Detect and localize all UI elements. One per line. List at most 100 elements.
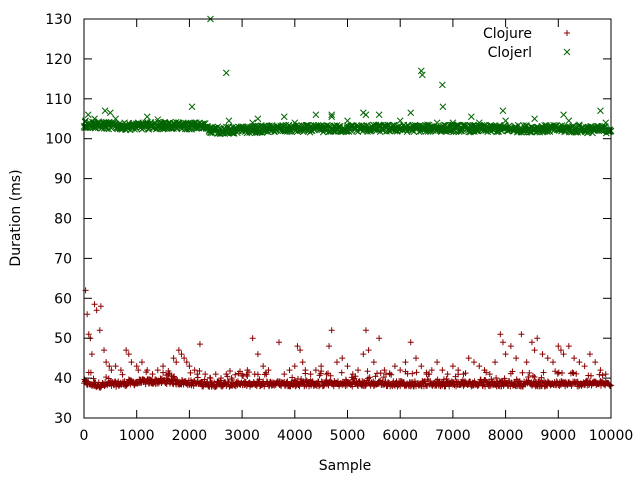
data-point-clojure — [376, 335, 383, 342]
data-point-clojure — [218, 375, 225, 382]
data-point-clojure — [135, 367, 142, 374]
data-point-clojure — [380, 374, 387, 381]
x-tick-label: 4000 — [277, 428, 313, 444]
data-point-clojure — [361, 383, 368, 390]
data-point-clojure — [544, 355, 551, 362]
data-point-clojure — [93, 307, 100, 314]
data-point-clojure — [175, 347, 182, 354]
data-point-clojure — [339, 355, 346, 362]
data-point-clojure — [302, 367, 309, 374]
data-point-clojure — [507, 343, 514, 350]
data-point-clojure — [349, 371, 356, 378]
data-point-clojure — [596, 371, 603, 378]
data-point-clojerl — [433, 119, 441, 127]
data-point-clojure — [112, 363, 119, 370]
data-point-clojure — [263, 371, 270, 378]
data-point-clojerl — [418, 71, 426, 79]
data-point-clojure — [555, 343, 562, 350]
data-point-clojure — [554, 379, 561, 386]
data-point-clojure — [391, 363, 398, 370]
data-point-clojure — [493, 375, 500, 382]
data-point-clojure — [289, 374, 296, 381]
x-tick-label: 2000 — [172, 428, 208, 444]
data-point-clojure — [186, 363, 193, 370]
data-point-clojure — [103, 359, 110, 366]
y-tick-label: 40 — [54, 371, 72, 387]
data-point-clojerl — [597, 107, 604, 115]
data-point-clojure — [602, 371, 609, 378]
data-point-clojure — [570, 370, 577, 377]
data-point-clojure — [518, 331, 525, 338]
data-point-clojerl — [112, 115, 119, 123]
data-point-clojure — [397, 367, 404, 374]
data-point-clojure — [323, 371, 330, 378]
data-point-clojure — [325, 382, 332, 389]
data-point-clojerl — [565, 117, 573, 125]
data-point-clojure — [138, 359, 145, 366]
data-point-clojure — [244, 367, 251, 374]
data-point-clojure — [581, 363, 588, 370]
data-point-clojure — [299, 359, 306, 366]
legend-marker-clojure — [564, 30, 570, 36]
data-point-clojure — [196, 367, 203, 374]
data-point-clojure — [225, 379, 232, 386]
data-point-clojure — [84, 311, 91, 318]
data-point-clojerl — [439, 103, 447, 111]
data-point-clojure — [281, 371, 288, 378]
data-point-clojure — [327, 372, 334, 379]
data-point-clojure — [119, 371, 126, 378]
data-point-clojure — [507, 383, 514, 390]
data-point-clojure — [519, 369, 526, 376]
data-point-clojure — [587, 372, 594, 379]
data-point-clojerl — [571, 124, 578, 131]
data-point-clojure — [525, 374, 532, 381]
data-point-clojure — [576, 359, 583, 366]
data-point-clojure — [95, 379, 102, 386]
data-point-clojure — [344, 363, 351, 370]
data-point-clojure — [320, 383, 327, 390]
data-point-clojure — [364, 368, 371, 375]
ticks-layer: 0 1000 2000 3000 4000 5000 6000 7000 8000 9000 100… — [45, 12, 633, 444]
y-tick-label: 30 — [54, 411, 72, 427]
data-point-clojure — [291, 363, 298, 370]
data-point-clojure — [170, 355, 177, 362]
data-point-clojure — [362, 327, 369, 334]
data-point-clojure — [499, 339, 506, 346]
data-point-clojerl — [249, 119, 256, 127]
data-point-clojerl — [576, 121, 583, 129]
data-point-clojerl — [188, 103, 196, 111]
data-point-clojure — [550, 359, 557, 366]
data-point-clojure — [187, 369, 194, 376]
data-point-clojerl — [502, 117, 509, 125]
data-point-clojure — [402, 359, 409, 366]
data-point-clojerl — [407, 109, 415, 117]
data-point-clojure — [298, 376, 305, 383]
x-tick-label: 1000 — [119, 428, 155, 444]
y-axis-label: Duration (ms) — [8, 169, 24, 266]
y-tick-label: 50 — [54, 331, 72, 347]
data-point-clojure — [243, 371, 250, 378]
data-point-clojure — [85, 331, 92, 338]
data-point-clojerl — [280, 113, 288, 121]
data-point-clojure — [526, 369, 533, 376]
data-point-clojure — [599, 372, 606, 379]
data-point-clojure — [328, 327, 335, 334]
data-point-clojerl — [602, 119, 610, 127]
data-point-clojure — [365, 347, 372, 354]
data-point-clojure — [160, 363, 167, 370]
data-point-clojure — [439, 367, 446, 374]
data-point-clojure — [294, 343, 301, 350]
data-point-clojerl — [145, 126, 153, 133]
data-point-clojure — [194, 371, 201, 378]
data-point-clojure — [202, 371, 209, 378]
data-point-clojure — [106, 363, 113, 370]
data-point-clojure — [284, 378, 291, 385]
data-point-clojure — [481, 367, 488, 374]
data-point-clojure — [565, 343, 572, 350]
data-point-clojure — [91, 301, 98, 308]
data-point-clojure — [105, 375, 112, 382]
data-point-clojure — [286, 367, 293, 374]
plot-frame — [83, 18, 612, 419]
data-point-clojure — [144, 367, 151, 374]
data-point-clojure — [539, 351, 546, 358]
